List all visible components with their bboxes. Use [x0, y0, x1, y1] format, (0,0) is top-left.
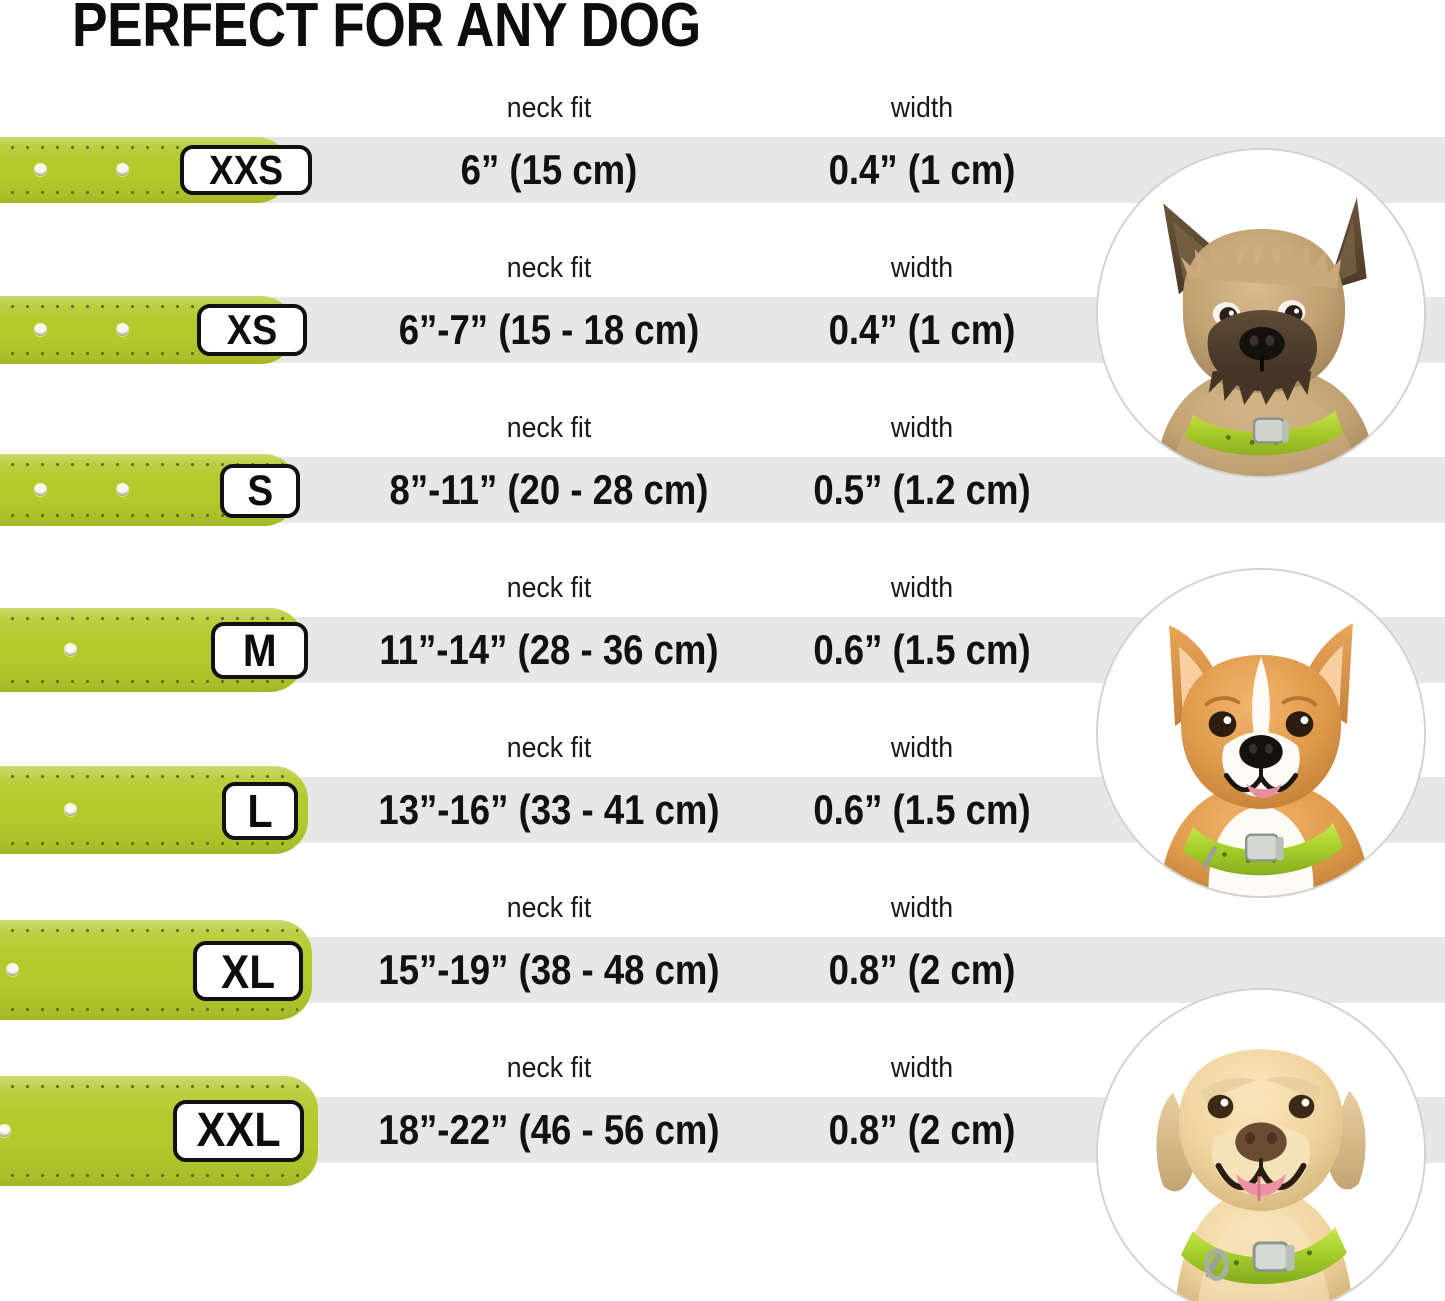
size-badge-xxl: XXL	[173, 1100, 304, 1162]
neck-fit-value: 15”-19” (38 - 48 cm)	[378, 946, 720, 993]
stitch-line-top	[0, 929, 298, 932]
stitch-line-top	[0, 305, 281, 308]
neck-fit-header: neck fit	[506, 1052, 592, 1084]
strap-hole	[34, 323, 47, 336]
neck-fit-header: neck fit	[506, 892, 592, 924]
neck-fit-header: neck fit	[506, 732, 592, 764]
strap-hole	[6, 963, 19, 976]
strap-hole	[64, 643, 77, 656]
neck-fit-value: 18”-22” (46 - 56 cm)	[378, 1106, 720, 1153]
strap-hole	[64, 803, 77, 816]
strap-hole	[34, 483, 47, 496]
strap-hole	[116, 163, 129, 176]
size-badge-s: S	[220, 464, 300, 518]
stitch-line-top	[0, 146, 276, 149]
stitch-line-top	[0, 617, 290, 620]
width-header: width	[890, 92, 954, 124]
strap-hole	[34, 163, 47, 176]
neck-fit-value: 6”-7” (15 - 18 cm)	[398, 306, 700, 353]
width-header: width	[890, 412, 954, 444]
size-row-xl: XL neck fit width 15”-19” (38 - 48 cm) 0…	[0, 880, 1445, 1040]
size-badge-xl: XL	[193, 941, 303, 1001]
width-value: 0.5” (1.2 cm)	[813, 466, 1031, 513]
labrador-illustration	[1098, 990, 1424, 1301]
cairn-terrier-illustration	[1098, 150, 1424, 476]
size-badge-label: L	[247, 785, 273, 837]
stitch-line-top	[0, 463, 284, 466]
page-title: PERFECT FOR ANY DOG	[72, 0, 701, 60]
stitch-line-bottom	[0, 680, 290, 683]
neck-fit-header: neck fit	[506, 412, 592, 444]
size-badge-label: S	[247, 466, 273, 515]
stitch-line-bottom	[0, 352, 281, 355]
neck-fit-header: neck fit	[506, 92, 592, 124]
strap-hole	[116, 323, 129, 336]
width-value: 0.8” (2 cm)	[828, 946, 1016, 993]
stitch-line-bottom	[0, 1008, 298, 1011]
neck-fit-value: 6” (15 cm)	[460, 146, 638, 193]
corgi-photo	[1096, 568, 1426, 898]
stitch-line-top	[0, 775, 294, 778]
size-row-xxl: XXL neck fit width 18”-22” (46 - 56 cm) …	[0, 1040, 1445, 1200]
width-header: width	[890, 252, 954, 284]
size-badge-label: XS	[226, 306, 278, 353]
stitch-line-bottom	[0, 1174, 304, 1177]
labrador-photo	[1096, 988, 1426, 1301]
stitch-line-bottom	[0, 842, 294, 845]
corgi-illustration	[1098, 570, 1424, 896]
width-header: width	[890, 1052, 954, 1084]
stitch-line-bottom	[0, 514, 284, 517]
width-header: width	[890, 892, 954, 924]
size-badge-label: XXL	[196, 1104, 281, 1157]
size-badge-label: XL	[220, 944, 276, 998]
strap-hole	[116, 483, 129, 496]
width-value: 0.8” (2 cm)	[828, 1106, 1016, 1153]
width-value: 0.4” (1 cm)	[828, 146, 1016, 193]
stitch-line-bottom	[0, 191, 276, 194]
neck-fit-header: neck fit	[506, 252, 592, 284]
neck-fit-value: 8”-11” (20 - 28 cm)	[389, 466, 709, 513]
width-header: width	[890, 572, 954, 604]
width-value: 0.4” (1 cm)	[828, 306, 1016, 353]
stitch-line-top	[0, 1085, 304, 1088]
size-badge-label: M	[242, 625, 277, 676]
neck-fit-header: neck fit	[506, 572, 592, 604]
size-badge-m: M	[211, 622, 308, 679]
neck-fit-value: 11”-14” (28 - 36 cm)	[379, 626, 719, 673]
width-header: width	[890, 732, 954, 764]
width-value: 0.6” (1.5 cm)	[813, 786, 1031, 833]
strap-hole	[0, 1124, 11, 1137]
size-badge-xs: XS	[197, 304, 307, 356]
width-value: 0.6” (1.5 cm)	[813, 626, 1031, 673]
size-badge-l: L	[222, 782, 298, 840]
size-badge-xxs: XXS	[180, 145, 312, 195]
neck-fit-value: 13”-16” (33 - 41 cm)	[378, 786, 720, 833]
cairn-terrier-photo	[1096, 148, 1426, 478]
size-badge-label: XXS	[209, 146, 283, 193]
